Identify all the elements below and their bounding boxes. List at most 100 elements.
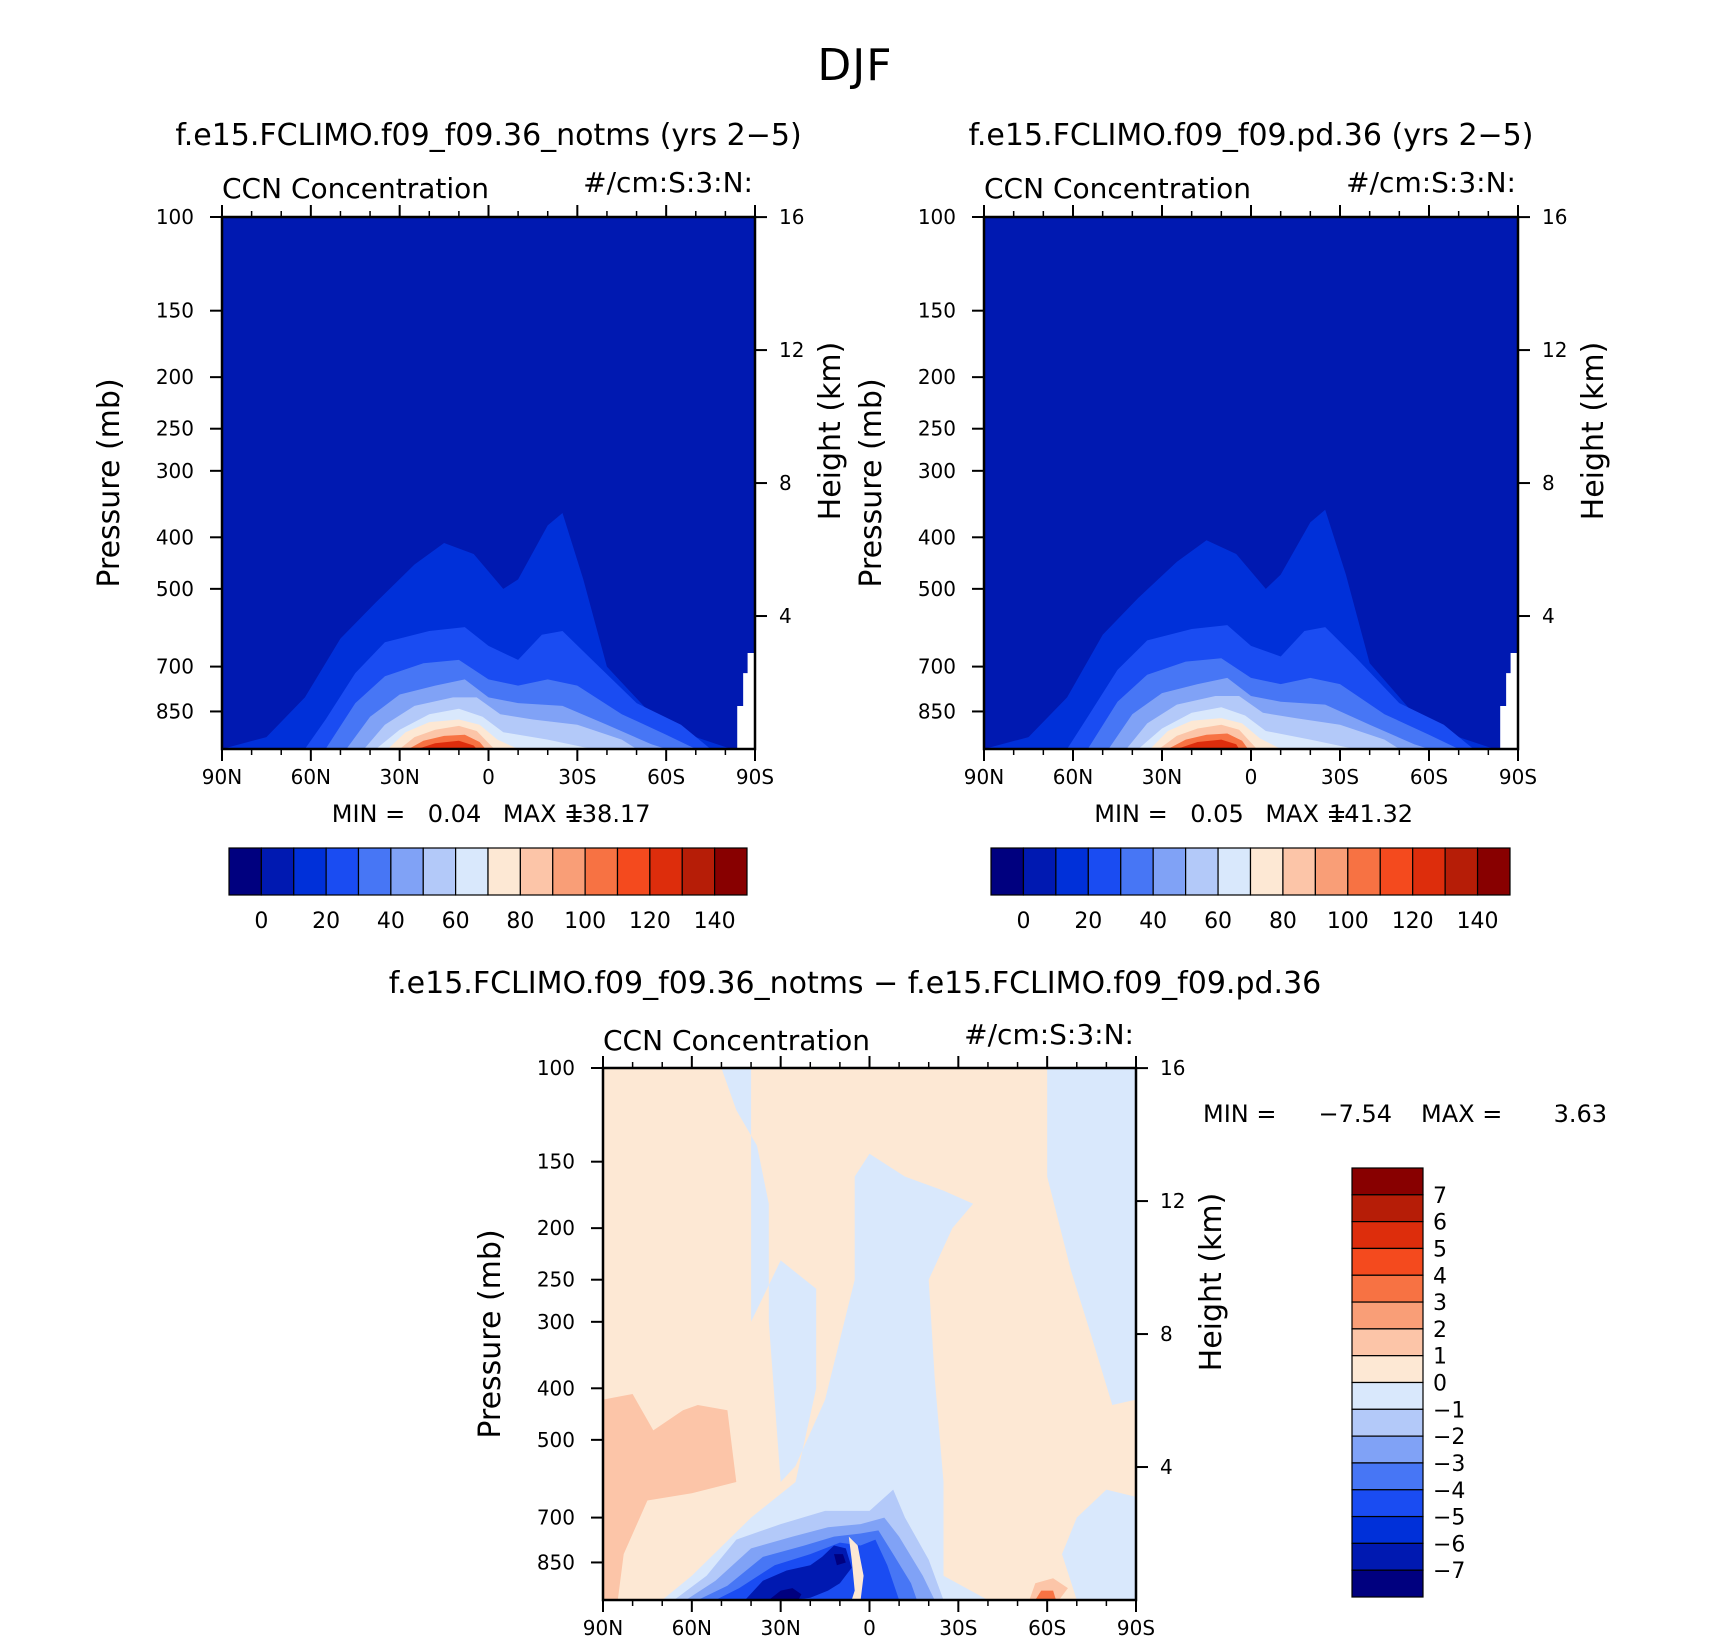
colorbar-cell <box>990 847 1025 896</box>
max-value: 138.17 <box>567 800 651 828</box>
colorbar-cell <box>1351 1435 1424 1464</box>
y2-tick-label: 4 <box>779 604 792 628</box>
y-tick-label: 700 <box>537 1506 575 1530</box>
y-tick-label: 150 <box>918 299 956 323</box>
contour-region-0 <box>662 1068 988 1600</box>
y-tick-label: 700 <box>156 655 194 679</box>
colorbar-tick-label: −3 <box>1433 1452 1465 1477</box>
colorbar-cell <box>552 847 586 896</box>
colorbar-tick-label: 60 <box>1204 909 1232 934</box>
y-tick-label: 100 <box>156 205 194 229</box>
x-tick-label: 90S <box>736 765 774 789</box>
colorbar-cell <box>1055 847 1089 896</box>
y-tick-label: 200 <box>918 365 956 389</box>
colorbar-cell <box>1152 847 1187 896</box>
colorbar-tick-label: 40 <box>1139 909 1167 934</box>
x-tick-label: 60S <box>1028 1616 1066 1639</box>
colorbar-tick-label: 80 <box>506 909 534 934</box>
x-tick-label: 60N <box>291 765 331 789</box>
left-panel: f.e15.FCLIMO.f09_f09.36_notms (yrs 2−5) C… <box>92 118 848 934</box>
colorbar-tick-label: 0 <box>254 909 268 934</box>
y-tick-label: 300 <box>537 1310 575 1334</box>
y-tick-label: 850 <box>156 699 194 723</box>
colorbar-cell <box>1347 847 1381 896</box>
missing-data-area <box>1500 652 1518 749</box>
colorbar-cell <box>1351 1569 1424 1598</box>
colorbar-cell <box>1351 1274 1424 1303</box>
colorbar-tick-label: −1 <box>1433 1398 1465 1423</box>
x-tick-label: 90N <box>202 765 242 789</box>
y-tick-label: 500 <box>918 577 956 601</box>
colorbar-cell <box>1282 847 1316 896</box>
y-tick-label: 400 <box>537 1376 575 1400</box>
variable-label: CCN Concentration <box>984 172 1251 205</box>
y2-tick-label: 16 <box>1542 205 1567 229</box>
y-tick-label: 300 <box>918 459 956 483</box>
contour-region-1 <box>1047 1068 1136 1405</box>
y-tick-label: 850 <box>537 1550 575 1574</box>
min-label: MIN = <box>1203 1100 1276 1128</box>
colorbar-tick-label: 20 <box>1074 909 1102 934</box>
y2-tick-label: 8 <box>779 471 792 495</box>
y2-tick-label: 16 <box>779 205 804 229</box>
x-tick-label: 0 <box>1245 765 1258 789</box>
colorbar-cell <box>1314 847 1349 896</box>
colorbar-cell <box>1022 847 1057 896</box>
colorbar-cell <box>1351 1355 1424 1384</box>
colorbar-cell <box>681 847 716 896</box>
colorbar-tick-label: 100 <box>564 909 606 934</box>
colorbar-tick-label: 80 <box>1269 909 1297 934</box>
contour-region-3 <box>603 1394 737 1600</box>
y2-tick-label: 12 <box>779 338 804 362</box>
y-tick-label: 400 <box>156 525 194 549</box>
colorbar-tick-label: 100 <box>1327 909 1369 934</box>
colorbar-tick-label: 40 <box>377 909 405 934</box>
y-tick-label: 200 <box>156 365 194 389</box>
difference-panel: f.e15.FCLIMO.f09_f09.36_notms − f.e15.FC… <box>389 966 1607 1639</box>
y2-tick-label: 8 <box>1542 471 1555 495</box>
contour-band-9 <box>1176 739 1240 749</box>
y-tick-label: 150 <box>537 1150 575 1174</box>
colorbar: 0 20 40 60 80 100 120 140 <box>990 847 1511 934</box>
colorbar-tick-label: 7 <box>1433 1184 1447 1209</box>
x-tick-label: 30N <box>379 765 419 789</box>
colorbar-tick-label: 20 <box>312 909 340 934</box>
y-tick-label: 500 <box>156 577 194 601</box>
colorbar-cell <box>293 847 327 896</box>
x-tick-label: 60S <box>1410 765 1448 789</box>
page-title: DJF <box>817 40 893 91</box>
max-label: MAX = <box>503 800 584 828</box>
colorbar-cell <box>1412 847 1446 896</box>
colorbar-cell <box>422 847 457 896</box>
x-tick-label: 0 <box>482 765 495 789</box>
colorbar-cell <box>260 847 295 896</box>
colorbar-cell <box>1351 1301 1424 1330</box>
colorbar-tick-label: 6 <box>1433 1211 1447 1236</box>
contour-field <box>603 1068 1136 1600</box>
missing-data-area <box>737 652 755 749</box>
y-tick-label: 700 <box>918 655 956 679</box>
colorbar-tick-label: −2 <box>1433 1425 1465 1450</box>
contour-band-9 <box>417 740 477 749</box>
colorbar-tick-label: 1 <box>1433 1345 1447 1370</box>
units-label: #/cm:S:3:N: <box>964 1018 1134 1051</box>
min-label: MIN = <box>332 800 405 828</box>
colorbar-cell <box>1351 1167 1424 1196</box>
colorbar-cell <box>228 847 262 896</box>
x-tick-label: 90S <box>1117 1616 1155 1639</box>
colorbar-cell <box>1351 1408 1424 1437</box>
colorbar-tick-label: 140 <box>1457 909 1499 934</box>
x-tick-label: 30N <box>1142 765 1182 789</box>
colorbar-cell <box>1087 847 1122 896</box>
colorbar-cell <box>390 847 424 896</box>
y-tick-label: 200 <box>537 1216 575 1240</box>
y2-tick-label: 16 <box>1160 1056 1185 1080</box>
colorbar-tick-label: 120 <box>1392 909 1434 934</box>
colorbar-cell <box>519 847 554 896</box>
max-value: 141.32 <box>1329 800 1413 828</box>
x-tick-label: 60N <box>1053 765 1093 789</box>
colorbar-tick-label: 4 <box>1433 1264 1447 1289</box>
colorbar-cell <box>1351 1542 1424 1571</box>
